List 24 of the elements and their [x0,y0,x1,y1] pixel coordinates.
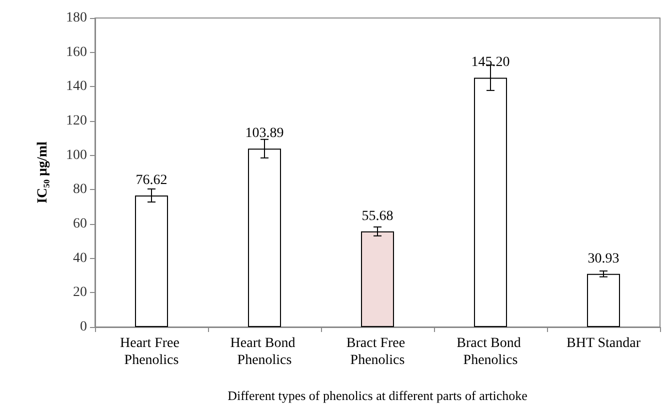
bar [587,274,620,327]
y-tick-label: 180 [66,10,87,26]
y-tick-label: 100 [66,148,87,163]
y-tick-label: 140 [66,79,87,94]
x-tick-label: Bract Bond Phenolics [456,336,524,368]
y-tick-label: 40 [73,250,87,266]
y-tick-label: 160 [66,44,87,60]
y-tick-label: 120 [66,114,87,128]
x-tick-label: Heart Free Phenolics [120,336,183,368]
x-tick-label: Heart Bond Phenolics [230,336,299,368]
x-tick-label: Bract Free Phenolics [346,336,409,368]
bar [361,231,394,327]
y-tick-label: 60 [73,216,87,232]
data-label: 103.89 [245,126,284,142]
data-label: 55.68 [362,208,394,224]
data-label: 30.93 [588,251,620,266]
x-tick-label: BHT Standar [566,336,641,351]
x-axis-title: Different types of phenolics at different parts of artichoke [228,388,528,403]
data-label: 76.62 [136,172,168,188]
y-tick-label: 0 [80,320,87,334]
y-axis-title: IC₅₀ μg/ml [36,141,50,204]
y-tick-label: 20 [73,285,87,300]
y-tick-label: 80 [73,182,87,198]
data-label: 145.20 [471,55,510,70]
